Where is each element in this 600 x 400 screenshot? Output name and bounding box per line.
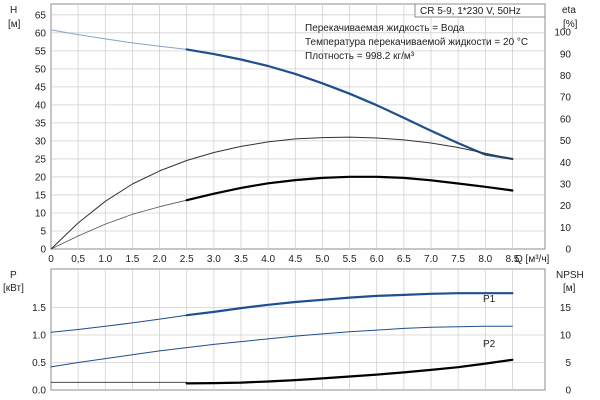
performance-left-tick-label: 35 xyxy=(35,118,47,129)
performance-plot-frame xyxy=(50,3,546,250)
flow-tick-label: 2.5 xyxy=(180,254,194,265)
power-npsh-left-tick-label: 1.0 xyxy=(32,331,46,342)
flow-tick-label: 8.0 xyxy=(478,254,492,265)
performance-right-tick-label: 80 xyxy=(560,71,572,82)
performance-series-line-3 xyxy=(50,199,188,250)
flow-tick-label: 2.0 xyxy=(153,254,167,265)
power-npsh-left-tick-label: 1.5 xyxy=(32,303,46,314)
power-npsh-panel: 0.0 0.5 1.0 1.5 0 5 10 15 P [кВт] NPSH [м] P1 P… xyxy=(3,268,584,397)
performance-left-tick-label: 5 xyxy=(40,226,46,237)
flow-tick-label: 5.5 xyxy=(343,254,357,265)
performance-left-tick-label: 30 xyxy=(35,136,47,147)
performance-series-line-1 xyxy=(185,48,514,160)
flow-axis-label: Q [м³/ч] xyxy=(515,254,550,265)
performance-left-tick-label: 15 xyxy=(35,190,47,201)
info-line-temperature: Температура перекачиваемой жидкости = 20… xyxy=(305,37,528,48)
flow-tick-label: 6.0 xyxy=(370,254,384,265)
performance-left-tick-label: 10 xyxy=(35,208,47,219)
performance-right-tick-label: 30 xyxy=(560,179,572,190)
power-npsh-plot-frame xyxy=(50,268,546,391)
flow-tick-label: 3.0 xyxy=(207,254,221,265)
power-npsh-right-tick-label: 5 xyxy=(565,358,571,369)
flow-tick-label: 0,5 xyxy=(71,254,85,265)
performance-right-tick-label: 40 xyxy=(560,158,572,169)
flow-tick-label: 8.5 xyxy=(505,254,519,265)
head-axis-label: H xyxy=(10,5,17,16)
power-npsh-right-tick-label: 10 xyxy=(560,331,572,342)
info-title: CR 5-9, 1*230 V, 50Hz xyxy=(420,6,521,17)
efficiency-axis-unit: [%] xyxy=(563,19,578,30)
performance-grid xyxy=(51,4,545,249)
performance-tick-labels: 0 5 10 15 20 25 30 35 40 45 50 55 60 65 0 10 20 30 40 50 60 7… xyxy=(35,10,572,265)
npsh-axis-label: NPSH xyxy=(556,270,584,281)
power-npsh-series-line-2 xyxy=(50,325,513,368)
power-npsh-grid xyxy=(51,269,545,390)
performance-left-tick-label: 20 xyxy=(35,172,47,183)
head-axis-unit: [м] xyxy=(8,19,21,30)
flow-tick-label: 4.0 xyxy=(261,254,275,265)
flow-tick-label: 1.5 xyxy=(125,254,139,265)
performance-left-tick-label: 65 xyxy=(35,10,47,21)
info-title-box xyxy=(414,3,546,18)
power-npsh-left-tick-label: 0.0 xyxy=(32,386,46,397)
flow-tick-label: 4.5 xyxy=(288,254,302,265)
efficiency-axis-label: eta xyxy=(562,5,576,16)
flow-tick-label: 3.5 xyxy=(234,254,248,265)
flow-tick-label: 7.0 xyxy=(424,254,438,265)
power-npsh-series-line-0 xyxy=(50,314,188,333)
power-npsh-right-tick-label: 0 xyxy=(565,386,571,397)
power-npsh-left-tick-label: 0.5 xyxy=(32,358,46,369)
npsh-axis-unit: [м] xyxy=(563,283,576,294)
performance-left-tick-label: 60 xyxy=(35,28,47,39)
performance-left-tick-label: 40 xyxy=(35,100,47,111)
performance-left-tick-label: 0 xyxy=(40,245,46,256)
performance-series-line-4 xyxy=(185,175,514,202)
info-line-liquid: Перекачиваемая жидкость = Вода xyxy=(305,23,465,34)
power-axis-label: P xyxy=(10,270,17,281)
performance-right-tick-label: 0 xyxy=(565,245,571,256)
info-line-density: Плотность = 998.2 кг/м³ xyxy=(305,51,415,62)
power-npsh-tick-labels: 0.0 0.5 1.0 1.5 0 5 10 15 xyxy=(32,303,571,397)
performance-series-line-0 xyxy=(50,29,188,50)
performance-right-tick-label: 70 xyxy=(560,93,572,104)
performance-right-tick-label: 50 xyxy=(560,136,572,147)
flow-tick-label: 6.5 xyxy=(397,254,411,265)
performance-right-tick-label: 100 xyxy=(554,28,571,39)
flow-tick-label: 1.0 xyxy=(98,254,112,265)
flow-tick-label: 5.0 xyxy=(315,254,329,265)
performance-left-tick-label: 50 xyxy=(35,64,47,75)
flow-tick-label: 7.5 xyxy=(451,254,465,265)
power-npsh-right-tick-label: 15 xyxy=(560,303,572,314)
performance-right-tick-label: 60 xyxy=(560,114,572,125)
power-npsh-series-group xyxy=(50,292,514,385)
performance-left-tick-label: 45 xyxy=(35,82,47,93)
series-label-p2: P2 xyxy=(483,339,496,350)
performance-left-tick-label: 25 xyxy=(35,154,47,165)
performance-panel: 0 5 10 15 20 25 30 35 40 45 50 55 60 65 0 10 20 30 40 50 60 7… xyxy=(8,3,578,265)
info-box: CR 5-9, 1*230 V, 50Hz Перекачиваемая жид… xyxy=(305,3,546,62)
power-npsh-series-line-1 xyxy=(185,292,514,317)
series-label-p1: P1 xyxy=(483,294,496,305)
performance-right-tick-label: 20 xyxy=(560,201,572,212)
performance-right-tick-label: 10 xyxy=(560,223,572,234)
power-npsh-series-line-4 xyxy=(185,358,514,385)
flow-tick-label: 0 xyxy=(48,254,54,265)
performance-left-tick-label: 55 xyxy=(35,46,47,57)
performance-right-tick-label: 90 xyxy=(560,49,572,60)
performance-series-group xyxy=(50,29,514,250)
performance-series-line-2 xyxy=(50,136,513,250)
power-axis-unit: [кВт] xyxy=(3,283,24,294)
